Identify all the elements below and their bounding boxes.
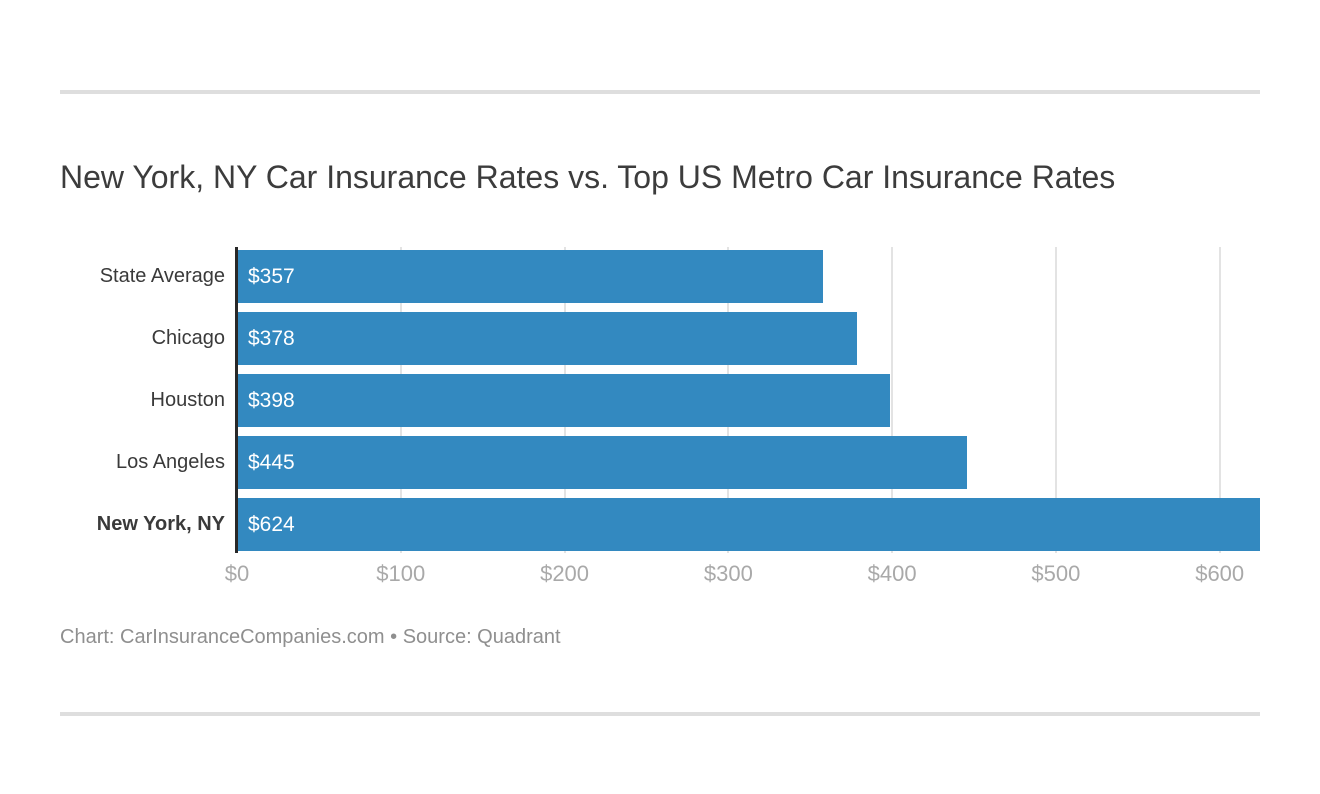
bar-value-label: $624	[248, 512, 295, 536]
x-tick-label: $600	[1195, 561, 1245, 586]
bar-row: $398	[238, 374, 890, 427]
gridline-500	[1054, 247, 1057, 553]
category-label: State Average	[99, 265, 225, 287]
bar-value-label: $357	[248, 264, 295, 288]
bar-value-label: $378	[248, 326, 295, 350]
category-label: New York, NY	[96, 513, 225, 535]
bar-row: $378	[238, 312, 857, 365]
top-divider	[60, 90, 1260, 94]
chart-source-caption: Chart: CarInsuranceCompanies.com • Sourc…	[60, 626, 561, 648]
x-tick-label: $0	[224, 561, 250, 586]
bar-value-label: $445	[248, 450, 295, 474]
category-label: Los Angeles	[116, 451, 225, 473]
gridline-400	[891, 247, 894, 553]
bar-row: $357	[238, 250, 823, 303]
bar-row: $445	[238, 436, 967, 489]
category-label: Chicago	[151, 327, 225, 349]
x-tick-label: $200	[540, 561, 590, 586]
x-tick-label: $100	[376, 561, 426, 586]
bar-row: $624	[238, 498, 1260, 551]
y-axis-baseline	[235, 247, 238, 553]
x-tick-label: $300	[703, 561, 753, 586]
x-tick-label: $400	[867, 561, 917, 586]
bottom-divider	[60, 712, 1260, 716]
x-tick-label: $500	[1031, 561, 1081, 586]
chart-title: New York, NY Car Insurance Rates vs. Top…	[60, 159, 1116, 195]
bar-value-label: $398	[248, 388, 295, 412]
gridline-600	[1218, 247, 1221, 553]
category-label: Houston	[150, 389, 226, 411]
